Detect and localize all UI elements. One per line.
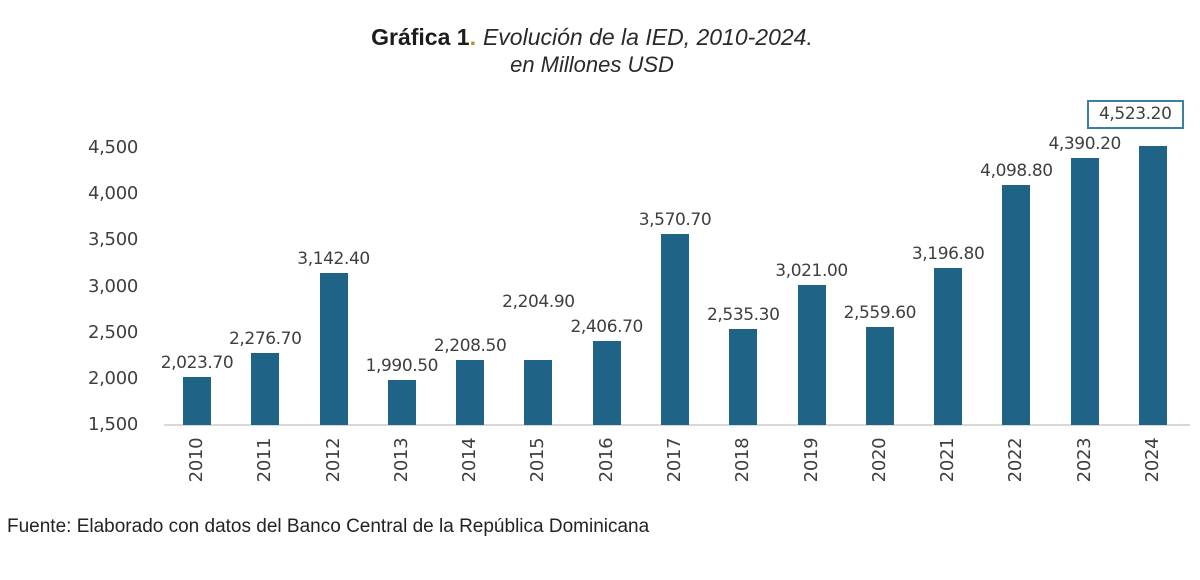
y-axis-tick-label: 4,500 bbox=[87, 137, 138, 158]
y-axis-tick-label: 2,500 bbox=[87, 321, 138, 343]
value-label: 2,406.70 bbox=[570, 317, 643, 338]
x-axis-tick-label: 2024 bbox=[1142, 437, 1163, 483]
value-label-boxed: 4,523.20 bbox=[1087, 99, 1184, 129]
value-label: 3,570.70 bbox=[638, 209, 712, 230]
bar-2022 bbox=[1002, 185, 1031, 425]
value-label: 2,204.90 bbox=[502, 291, 575, 312]
bar-2024 bbox=[1139, 145, 1167, 425]
x-axis-tick-label: 2022 bbox=[1005, 437, 1027, 483]
value-label: 3,142.40 bbox=[297, 249, 370, 270]
bar-2020 bbox=[865, 327, 894, 425]
value-label: 3,021.00 bbox=[775, 260, 848, 281]
bar-2015 bbox=[524, 359, 553, 425]
chart-title-dot: . bbox=[469, 24, 476, 50]
y-axis-tick-label: 2,000 bbox=[87, 367, 138, 389]
y-axis-tick-label: 3,000 bbox=[87, 275, 138, 297]
value-label: 1,990.50 bbox=[365, 355, 439, 376]
bar-2018 bbox=[729, 329, 758, 425]
value-label: 2,559.60 bbox=[843, 303, 917, 324]
value-label: 2,023.70 bbox=[160, 352, 234, 373]
chart-title-prefix: Gráfica 1 bbox=[371, 24, 470, 50]
chart-title-line2: en Millones USD bbox=[510, 52, 674, 77]
source-note: Fuente: Elaborado con datos del Banco Ce… bbox=[7, 516, 650, 537]
value-label: 4,390.20 bbox=[1048, 134, 1121, 155]
bar-2016 bbox=[592, 341, 621, 425]
x-axis-tick-label: 2021 bbox=[937, 437, 959, 483]
x-axis-tick-label: 2010 bbox=[186, 437, 207, 483]
bar-2019 bbox=[797, 284, 826, 425]
bar-2017 bbox=[661, 233, 689, 425]
chart-title-rest: Evolución de la IED, 2010-2024. bbox=[482, 24, 813, 50]
bar-2023 bbox=[1070, 158, 1099, 425]
x-axis-tick-label: 2015 bbox=[527, 437, 549, 483]
value-label: 3,196.80 bbox=[911, 244, 985, 265]
bar-2011 bbox=[251, 353, 280, 425]
bar-2013 bbox=[387, 379, 416, 425]
bar-2021 bbox=[934, 268, 963, 425]
value-label: 4,098.80 bbox=[980, 161, 1053, 182]
x-axis-tick-label: 2020 bbox=[868, 437, 890, 483]
bar-2012 bbox=[319, 273, 348, 425]
value-label: 2,276.70 bbox=[229, 329, 302, 350]
x-axis-tick-label: 2014 bbox=[459, 437, 481, 483]
x-axis-line bbox=[164, 424, 1190, 426]
x-axis-tick-label: 2018 bbox=[732, 437, 754, 483]
chart-title-line1: Gráfica 1. Evolución de la IED, 2010-2024… bbox=[0, 24, 1184, 51]
x-axis-tick-label: 2019 bbox=[800, 437, 822, 483]
y-axis-tick-label: 4,000 bbox=[87, 183, 138, 205]
bar-2014 bbox=[456, 359, 485, 425]
x-axis-tick-label: 2017 bbox=[664, 437, 685, 483]
y-axis-tick-label: 1,500 bbox=[87, 414, 138, 435]
value-label: 2,535.30 bbox=[707, 305, 780, 326]
y-axis-tick-label: 3,500 bbox=[87, 229, 138, 251]
x-axis-tick-label: 2023 bbox=[1073, 437, 1095, 483]
x-axis-tick-label: 2012 bbox=[322, 437, 344, 483]
bar-2010 bbox=[183, 376, 211, 425]
chart-title: Gráfica 1. Evolución de la IED, 2010-2024… bbox=[0, 24, 1184, 78]
value-label: 2,208.50 bbox=[433, 335, 507, 356]
x-axis-tick-label: 2011 bbox=[254, 437, 276, 483]
x-axis-tick-label: 2016 bbox=[595, 437, 617, 483]
x-axis-tick-label: 2013 bbox=[390, 437, 412, 483]
